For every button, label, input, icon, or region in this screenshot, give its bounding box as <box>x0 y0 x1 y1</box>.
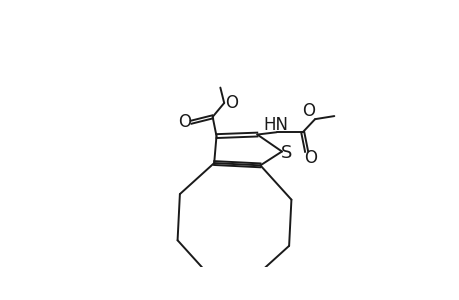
Text: O: O <box>225 94 238 112</box>
Text: O: O <box>177 113 190 131</box>
Text: O: O <box>302 103 315 121</box>
Text: O: O <box>303 149 316 167</box>
Text: S: S <box>280 144 291 162</box>
Text: HN: HN <box>263 116 288 134</box>
